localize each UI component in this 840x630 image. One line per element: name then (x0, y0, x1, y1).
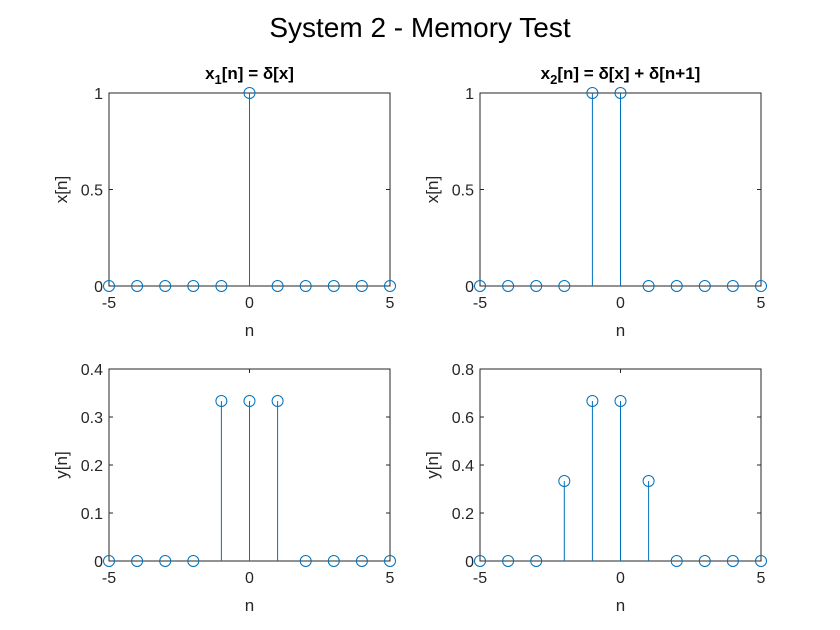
y-tick-label: 0.4 (81, 362, 103, 379)
x-tick-label: 5 (386, 570, 395, 587)
y-tick-label: 0.4 (452, 458, 474, 475)
y-tick-label: 0.8 (452, 362, 474, 379)
y-axis-label: y[n] (52, 451, 71, 478)
subplot-title-var: x (205, 64, 215, 83)
x-tick-label: -5 (473, 570, 487, 587)
stem-marker (103, 280, 115, 292)
stem-marker (215, 395, 228, 408)
subplot-4: -5 0 500.20.40.60.8ny[n] (423, 362, 767, 615)
y-tick-label: 0.3 (81, 410, 103, 427)
stem-marker (558, 280, 571, 292)
x-tick-label: 0 (616, 295, 625, 312)
stem-marker (384, 555, 396, 567)
stem-marker (215, 280, 228, 292)
x-tick-label: -5 (102, 570, 116, 587)
x-axis-label: n (245, 321, 254, 340)
stem-marker (614, 394, 627, 407)
stem-marker (755, 555, 767, 567)
y-axis-label: x[n] (52, 176, 71, 203)
stem-marker (502, 280, 515, 292)
y-tick-label: 0.2 (452, 506, 474, 523)
stem-marker (299, 555, 312, 567)
x-axis-label: n (616, 321, 625, 340)
y-tick-label: 0 (94, 279, 103, 296)
subplot-title-rest: [n] = δ[x] (222, 64, 294, 83)
y-tick-label: 0.5 (81, 183, 103, 200)
x-tick-label: 0 (616, 570, 625, 587)
figure-title: System 2 - Memory Test (269, 12, 571, 43)
y-tick-label: 1 (94, 86, 103, 103)
stem-marker (159, 555, 172, 567)
stem-marker (474, 555, 486, 567)
stem-marker (642, 475, 655, 488)
y-tick-label: 0.5 (452, 183, 474, 200)
stem-marker (726, 280, 739, 292)
stem-marker (243, 395, 256, 408)
x-axis-label: n (616, 596, 625, 615)
stem-marker (187, 555, 200, 567)
stem-marker (726, 555, 739, 567)
stem-marker (271, 395, 284, 408)
stem-marker (586, 394, 599, 407)
stem-marker (271, 280, 284, 292)
stem-marker (327, 280, 340, 292)
subplot-title-var: x (541, 64, 551, 83)
stem-marker (670, 555, 683, 567)
subplot-title-subscript: 1 (215, 72, 222, 87)
stem-marker (698, 280, 711, 292)
subplot-title: x2[n] = δ[x] + δ[n+1] (541, 64, 701, 87)
y-tick-label: 0 (94, 554, 103, 571)
y-tick-label: 0.6 (452, 410, 474, 427)
stem-marker (474, 280, 486, 292)
x-tick-label: -5 (473, 295, 487, 312)
y-tick-label: 0.1 (81, 506, 103, 523)
x-tick-label: -5 (102, 295, 116, 312)
stem-marker (586, 87, 599, 99)
stem-marker (384, 280, 396, 292)
stem-marker (502, 555, 515, 567)
subplot-title-rest: [n] = δ[x] + δ[n+1] (557, 64, 700, 83)
y-axis-label: y[n] (423, 451, 442, 478)
stem-marker (530, 555, 543, 567)
stem-marker (355, 555, 368, 567)
x-tick-label: 0 (245, 570, 254, 587)
x-tick-label: 5 (386, 295, 395, 312)
stem-marker (299, 280, 312, 292)
stem-marker (642, 280, 655, 292)
y-axis-label: x[n] (423, 176, 442, 203)
stem-marker (243, 87, 256, 99)
stem-marker (614, 87, 627, 99)
stem-marker (355, 280, 368, 292)
x-tick-label: 5 (757, 295, 766, 312)
stem-marker (698, 555, 711, 567)
stem-marker (670, 280, 683, 292)
x-tick-label: 0 (245, 295, 254, 312)
stem-marker (103, 555, 115, 567)
stem-marker (327, 555, 340, 567)
stem-marker (131, 280, 144, 292)
subplot-title-subscript: 2 (550, 72, 557, 87)
y-tick-label: 1 (465, 86, 474, 103)
stem-marker (159, 280, 172, 292)
stem-marker (755, 280, 767, 292)
y-tick-label: 0 (465, 554, 474, 571)
y-tick-label: 0 (465, 279, 474, 296)
x-axis-label: n (245, 596, 254, 615)
subplot-3: -5 0 500.10.20.30.4ny[n] (52, 362, 396, 615)
y-tick-label: 0.2 (81, 458, 103, 475)
stem-marker (131, 555, 144, 567)
subplot-title: x1[n] = δ[x] (205, 64, 294, 87)
stem-marker (530, 280, 543, 292)
x-tick-label: 5 (757, 570, 766, 587)
stem-marker (187, 280, 200, 292)
stem-marker (558, 475, 571, 488)
